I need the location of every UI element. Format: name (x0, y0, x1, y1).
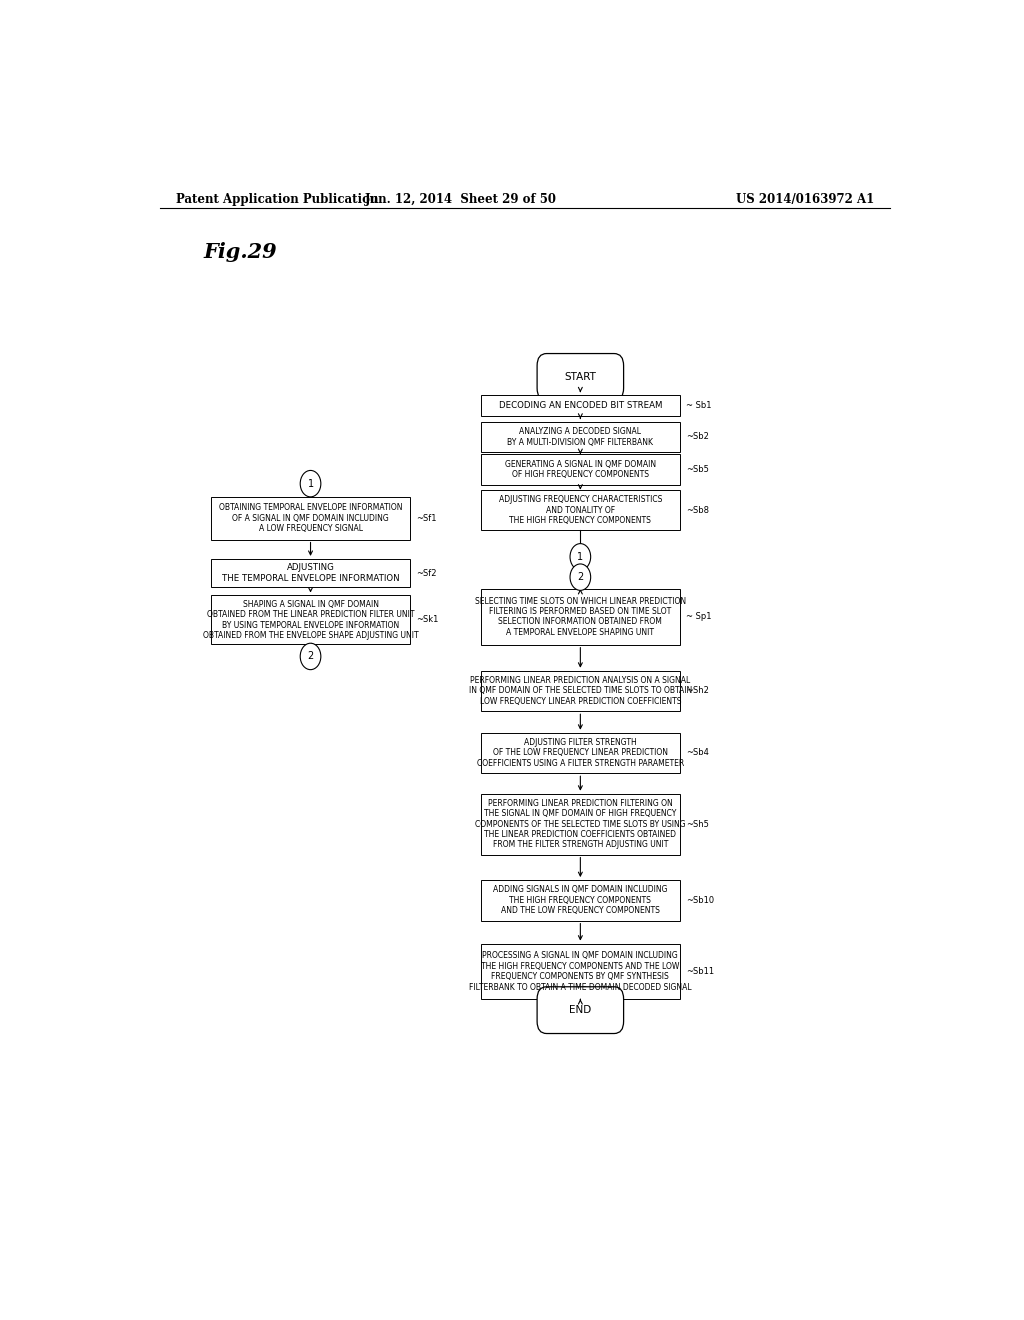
FancyBboxPatch shape (481, 490, 680, 531)
Text: OBTAINING TEMPORAL ENVELOPE INFORMATION
OF A SIGNAL IN QMF DOMAIN INCLUDING
A LO: OBTAINING TEMPORAL ENVELOPE INFORMATION … (219, 503, 402, 533)
FancyBboxPatch shape (481, 395, 680, 416)
Text: ~Sf2: ~Sf2 (416, 569, 436, 578)
FancyBboxPatch shape (481, 454, 680, 484)
FancyBboxPatch shape (538, 354, 624, 400)
FancyBboxPatch shape (481, 880, 680, 921)
Text: GENERATING A SIGNAL IN QMF DOMAIN
OF HIGH FREQUENCY COMPONENTS: GENERATING A SIGNAL IN QMF DOMAIN OF HIG… (505, 459, 656, 479)
Text: Jun. 12, 2014  Sheet 29 of 50: Jun. 12, 2014 Sheet 29 of 50 (366, 193, 557, 206)
Text: PROCESSING A SIGNAL IN QMF DOMAIN INCLUDING
THE HIGH FREQUENCY COMPONENTS AND TH: PROCESSING A SIGNAL IN QMF DOMAIN INCLUD… (469, 952, 691, 991)
Text: ADJUSTING FILTER STRENGTH
OF THE LOW FREQUENCY LINEAR PREDICTION
COEFFICIENTS US: ADJUSTING FILTER STRENGTH OF THE LOW FRE… (477, 738, 684, 768)
Circle shape (570, 564, 591, 590)
Text: US 2014/0163972 A1: US 2014/0163972 A1 (735, 193, 873, 206)
Circle shape (570, 544, 591, 570)
Text: 2: 2 (578, 572, 584, 582)
FancyBboxPatch shape (481, 421, 680, 453)
Text: ~Sb2: ~Sb2 (686, 433, 709, 441)
FancyBboxPatch shape (481, 589, 680, 644)
Text: SHAPING A SIGNAL IN QMF DOMAIN
OBTAINED FROM THE LINEAR PREDICTION FILTER UNIT
B: SHAPING A SIGNAL IN QMF DOMAIN OBTAINED … (203, 599, 419, 640)
Text: SELECTING TIME SLOTS ON WHICH LINEAR PREDICTION
FILTERING IS PERFORMED BASED ON : SELECTING TIME SLOTS ON WHICH LINEAR PRE… (475, 597, 686, 636)
Text: Patent Application Publication: Patent Application Publication (176, 193, 378, 206)
Text: ~Sf1: ~Sf1 (416, 513, 436, 523)
Text: ADJUSTING
THE TEMPORAL ENVELOPE INFORMATION: ADJUSTING THE TEMPORAL ENVELOPE INFORMAT… (222, 564, 399, 583)
Text: ~ Sp1: ~ Sp1 (686, 612, 712, 622)
Text: ~Sb4: ~Sb4 (686, 748, 709, 758)
Text: ~Sk1: ~Sk1 (416, 615, 438, 624)
FancyBboxPatch shape (211, 595, 410, 644)
Text: 1: 1 (307, 479, 313, 488)
Text: ~Sb8: ~Sb8 (686, 506, 709, 515)
FancyBboxPatch shape (538, 987, 624, 1034)
Text: PERFORMING LINEAR PREDICTION ANALYSIS ON A SIGNAL
IN QMF DOMAIN OF THE SELECTED : PERFORMING LINEAR PREDICTION ANALYSIS ON… (469, 676, 692, 706)
Text: END: END (569, 1005, 592, 1015)
Text: PERFORMING LINEAR PREDICTION FILTERING ON
THE SIGNAL IN QMF DOMAIN OF HIGH FREQU: PERFORMING LINEAR PREDICTION FILTERING O… (475, 799, 686, 850)
Text: ~Sb5: ~Sb5 (686, 465, 709, 474)
FancyBboxPatch shape (481, 733, 680, 774)
FancyBboxPatch shape (481, 793, 680, 854)
Text: START: START (564, 372, 596, 381)
Text: ~Sh5: ~Sh5 (686, 820, 709, 829)
FancyBboxPatch shape (481, 671, 680, 711)
Text: 1: 1 (578, 552, 584, 562)
Circle shape (300, 643, 321, 669)
Text: ANALYZING A DECODED SIGNAL
BY A MULTI-DIVISION QMF FILTERBANK: ANALYZING A DECODED SIGNAL BY A MULTI-DI… (507, 428, 653, 446)
Text: ~Sb10: ~Sb10 (686, 896, 714, 906)
Text: ~Sb11: ~Sb11 (686, 968, 714, 975)
FancyBboxPatch shape (211, 496, 410, 540)
FancyBboxPatch shape (211, 558, 410, 587)
Text: ADJUSTING FREQUENCY CHARACTERISTICS
AND TONALITY OF
THE HIGH FREQUENCY COMPONENT: ADJUSTING FREQUENCY CHARACTERISTICS AND … (499, 495, 663, 525)
Text: Fig.29: Fig.29 (204, 242, 278, 261)
Text: ~Sh2: ~Sh2 (686, 686, 709, 696)
Circle shape (300, 470, 321, 496)
Text: 2: 2 (307, 652, 313, 661)
Text: DECODING AN ENCODED BIT STREAM: DECODING AN ENCODED BIT STREAM (499, 401, 663, 411)
Text: ~ Sb1: ~ Sb1 (686, 401, 712, 411)
Text: ADDING SIGNALS IN QMF DOMAIN INCLUDING
THE HIGH FREQUENCY COMPONENTS
AND THE LOW: ADDING SIGNALS IN QMF DOMAIN INCLUDING T… (494, 886, 668, 915)
FancyBboxPatch shape (481, 944, 680, 999)
